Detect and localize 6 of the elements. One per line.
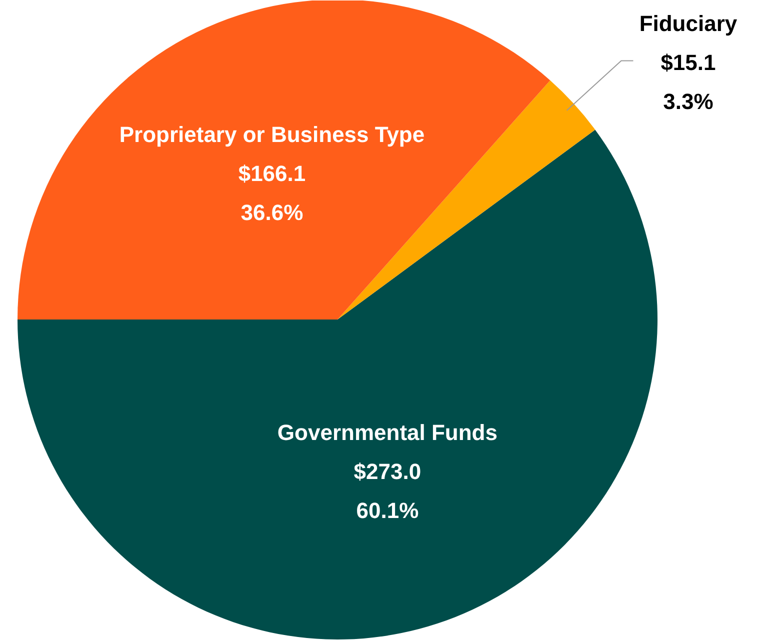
- slice-label: Proprietary or Business Type: [119, 122, 425, 148]
- slice-label: Governmental Funds: [277, 420, 498, 446]
- slice-label: Fiduciary: [639, 11, 738, 36]
- data-label: $273.0 60.1%: [354, 459, 422, 524]
- data-label: $15.1 3.3%: [660, 50, 716, 114]
- data-label: $166.1 36.6%: [238, 161, 306, 226]
